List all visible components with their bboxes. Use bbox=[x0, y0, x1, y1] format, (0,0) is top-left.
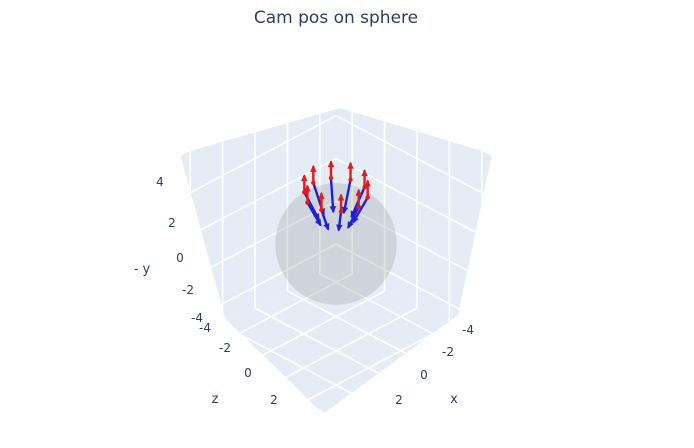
z-tick-m4: -4 bbox=[199, 321, 211, 335]
grid-line-right-h-3 bbox=[335, 115, 499, 202]
camera-0-forward-arrow-head bbox=[347, 221, 354, 229]
camera-2-up-arrow-head bbox=[318, 191, 325, 199]
camera-9-up-arrow-head bbox=[364, 179, 371, 187]
grid-line-floor-b-2 bbox=[254, 307, 418, 395]
grid-line-left-h-4 bbox=[173, 72, 337, 160]
z-tick-m2: -2 bbox=[219, 341, 231, 355]
camera-6-up-arrow-head bbox=[327, 160, 335, 168]
camera-5-up-arrow-head bbox=[310, 164, 317, 172]
camera-6-position bbox=[328, 175, 334, 181]
camera-0-position bbox=[356, 204, 361, 210]
camera-0-up-arrow-head bbox=[355, 188, 362, 196]
camera-3-up-arrow-head bbox=[304, 184, 311, 192]
y-tick-4: 4 bbox=[156, 175, 164, 189]
camera-5-position bbox=[311, 180, 316, 186]
grid-line-floor-b-4 bbox=[319, 341, 483, 429]
camera-6-forward-arrow-head bbox=[329, 206, 337, 214]
z-tick-0: 0 bbox=[244, 366, 252, 380]
z-tick-2: 2 bbox=[270, 393, 278, 407]
grid-line-floor-a-3 bbox=[222, 324, 385, 412]
y-tick-2: 2 bbox=[168, 216, 176, 230]
camera-7-forward-arrow-head bbox=[341, 206, 349, 215]
sphere-surface bbox=[275, 183, 397, 305]
camera-9-position bbox=[365, 195, 370, 200]
y-tick-0: 0 bbox=[176, 251, 184, 265]
camera-7-position bbox=[348, 177, 353, 182]
grid-lines bbox=[173, 60, 499, 429]
x-axis-title: x bbox=[450, 392, 458, 407]
grid-line-floor-a-4 bbox=[189, 341, 353, 429]
camera-3-forward-arrow-head bbox=[315, 218, 322, 227]
y-tick-m4: -4 bbox=[191, 311, 203, 325]
camera-2-forward-arrow-head bbox=[323, 223, 330, 231]
y-axis-title: - y bbox=[134, 262, 151, 277]
camera-2-position bbox=[319, 207, 324, 213]
camera-markers[interactable] bbox=[301, 160, 371, 232]
camera-6-forward-arrow bbox=[329, 176, 335, 213]
pane-back-left bbox=[180, 108, 340, 318]
y-tick-m2: -2 bbox=[182, 283, 194, 297]
x-tick-m4: -4 bbox=[462, 323, 474, 337]
chart-title: Cam pos on sphere bbox=[254, 8, 418, 28]
camera-3-position bbox=[305, 200, 310, 205]
grid-line-right-h-4 bbox=[335, 72, 499, 160]
axis-ticks: 4 2 0 -2 -4 - y -4 -2 0 2 z -4 -2 0 2 x bbox=[134, 175, 474, 407]
sphere bbox=[275, 183, 397, 305]
x-tick-2: 2 bbox=[395, 393, 403, 407]
camera-1-forward-arrow-head bbox=[336, 224, 343, 232]
camera-7-up-arrow-head bbox=[347, 161, 354, 169]
x-tick-m2: -2 bbox=[442, 345, 454, 359]
camera-8-up-arrow-head bbox=[361, 169, 368, 177]
x-tick-0: 0 bbox=[420, 368, 428, 382]
grid-line-left-h-3 bbox=[173, 115, 337, 202]
camera-1-position bbox=[338, 209, 344, 214]
camera-1-up-arrow-head bbox=[337, 193, 345, 201]
grid-line-floor-b-3 bbox=[287, 324, 450, 412]
camera-7-forward-arrow bbox=[342, 178, 352, 214]
z-axis-title: z bbox=[212, 392, 219, 407]
camera-4-up-arrow-head bbox=[301, 174, 308, 182]
